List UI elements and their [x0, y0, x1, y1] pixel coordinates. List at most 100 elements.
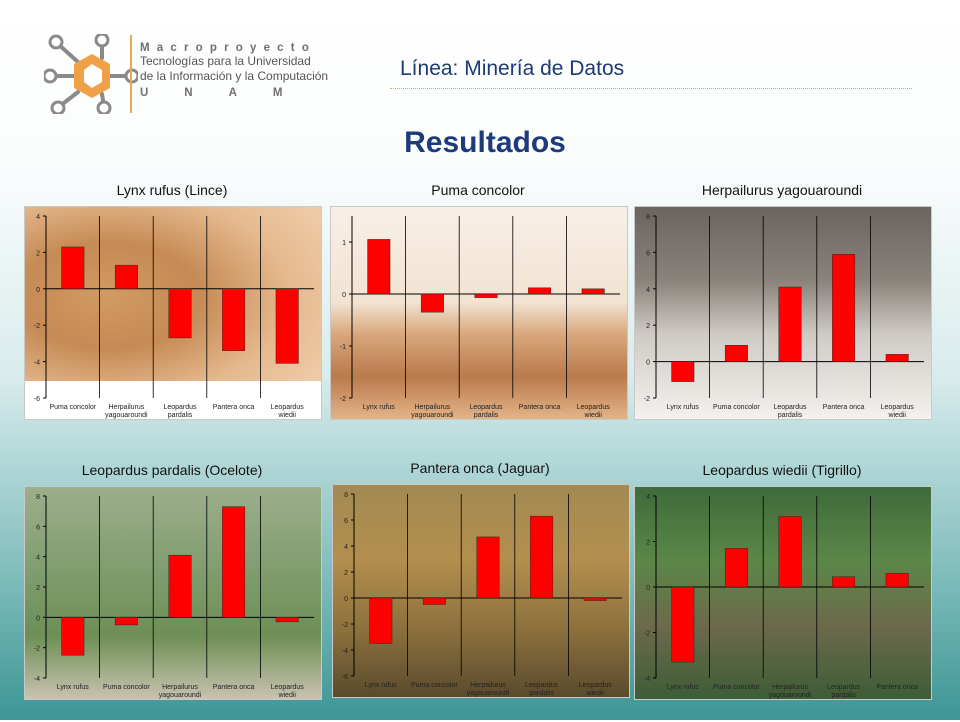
x-tick-label: Puma concolor	[103, 684, 150, 691]
x-tick-label: Lynx rufus	[667, 404, 700, 411]
y-tick-label: -4	[342, 648, 348, 655]
y-tick-label: 2	[344, 570, 348, 577]
bar-chart: 4 2 0 -2 -4 -6 Puma concolor Herpailurusyagouar…	[34, 214, 314, 419]
bar	[222, 506, 246, 618]
x-tick-label: wiedii	[583, 412, 602, 419]
y-tick-label: 6	[36, 524, 40, 531]
x-tick-label: Herpailurus	[415, 404, 451, 411]
x-tick-label: Herpailurus	[772, 684, 808, 691]
logo-line-1: Tecnologías para la Universidad	[140, 54, 311, 68]
y-tick-label: 2	[646, 323, 650, 330]
bar	[724, 345, 748, 362]
x-tick-label: yagouaroundi	[467, 690, 510, 697]
logo-line-2: de la Información y la Computación	[140, 69, 329, 83]
x-tick-label: wiedii	[277, 692, 296, 699]
bar	[168, 288, 192, 339]
page-title: Resultados	[404, 126, 566, 159]
x-tick-label: Pantera onca	[519, 404, 561, 411]
y-tick-label: -4	[644, 676, 650, 683]
y-tick-label: -6	[34, 396, 40, 403]
chart-panel-leopardus-wiedii: Leopardus wiedii (Tigrillo) 4 2 0 -2 -4 Lynx …	[634, 462, 932, 700]
bar	[583, 597, 607, 601]
x-tick-label: Lynx rufus	[667, 684, 700, 691]
x-tick-label: yagouaroundi	[159, 692, 202, 699]
x-tick-label: Puma concolor	[713, 684, 760, 691]
logo-divider	[130, 35, 132, 113]
chart-title: Pantera onca (Jaguar)	[410, 460, 550, 476]
y-tick-label: 4	[36, 214, 40, 221]
chart-title: Herpailurus yagouaroundi	[701, 182, 863, 198]
y-tick-label: 0	[342, 292, 346, 299]
y-tick-label: 4	[36, 555, 40, 562]
y-tick-label: 0	[36, 615, 40, 622]
chart-panel-leopardus-pardalis: Leopardus pardalis (Ocelote) 8 6 4 2 0 -2 -4 Ly…	[24, 462, 322, 700]
chart-panel-puma-concolor: Puma concolor 1 0 -1 -2 Lynx rufus Herpailuru…	[330, 182, 628, 420]
y-tick-label: 1	[342, 240, 346, 247]
bar	[369, 597, 393, 644]
y-tick-label: 8	[344, 492, 348, 499]
y-tick-label: -6	[342, 674, 348, 681]
bar	[528, 287, 552, 295]
bar	[474, 293, 498, 298]
x-tick-label: Puma concolor	[49, 404, 96, 411]
y-tick-label: 2	[646, 540, 650, 547]
y-tick-label: 0	[36, 287, 40, 294]
bar	[114, 264, 138, 289]
x-tick-label: Pantera onca	[823, 404, 865, 411]
y-tick-label: 8	[36, 494, 40, 501]
x-tick-label: Pantera onca	[213, 684, 255, 691]
bar	[61, 246, 85, 289]
y-tick-label: -2	[34, 323, 40, 330]
bar	[885, 354, 909, 362]
y-tick-label: -4	[34, 360, 40, 367]
bar	[832, 254, 856, 362]
bar	[222, 288, 246, 351]
y-tick-label: -2	[644, 631, 650, 638]
chart-title: Lynx rufus (Lince)	[116, 182, 228, 198]
x-tick-label: Leopardus	[827, 684, 861, 691]
logo-unam: UNAM	[140, 87, 319, 99]
bar	[724, 548, 748, 588]
x-tick-label: Leopardus	[469, 404, 503, 411]
y-tick-label: -1	[340, 344, 346, 351]
chart-panel-herpailurus-yagouaroundi: Herpailurus yagouaroundi 8 6 4 2 0 -2 Lynx ruf…	[634, 182, 932, 420]
x-tick-label: Herpailurus	[162, 684, 198, 691]
logo-text: Macroproyecto Tecnologías para la Univer…	[140, 42, 328, 99]
x-tick-label: Herpailurus	[470, 682, 506, 689]
x-tick-label: Pantera onca	[213, 404, 255, 411]
y-tick-label: 4	[344, 544, 348, 551]
x-tick-label: Leopardus	[271, 404, 305, 411]
bar-chart: 8 6 4 2 0 -2 -4 Lynx rufus Puma concolor Herpailu…	[34, 494, 314, 699]
linea-heading: Línea: Minería de Datos	[400, 57, 625, 80]
y-tick-label: -2	[340, 396, 346, 403]
bar	[275, 617, 299, 623]
x-tick-label: Lynx rufus	[363, 404, 396, 411]
y-tick-label: 4	[646, 494, 650, 501]
x-tick-label: Leopardus	[163, 404, 197, 411]
bar	[476, 536, 500, 599]
y-tick-label: -4	[34, 676, 40, 683]
bar-chart: 8 6 4 2 0 -2 -4 -6 Lynx rufus Puma concolor Herpai…	[342, 492, 622, 697]
y-tick-label: 2	[36, 250, 40, 257]
bar	[832, 576, 856, 588]
logo-brand: Macroproyecto	[140, 42, 317, 54]
y-tick-label: 0	[646, 585, 650, 592]
bar	[422, 597, 446, 605]
linea-divider	[390, 88, 912, 89]
bar	[581, 288, 605, 295]
y-tick-label: 0	[344, 596, 348, 603]
y-tick-label: 0	[646, 360, 650, 367]
x-tick-label: yagouaroundi	[769, 692, 812, 699]
bar	[530, 515, 554, 599]
y-tick-label: 2	[36, 585, 40, 592]
bar	[778, 516, 802, 588]
x-tick-label: Leopardus	[271, 684, 305, 691]
chart-title: Leopardus wiedii (Tigrillo)	[702, 462, 862, 478]
bar	[114, 617, 138, 626]
y-tick-label: 4	[646, 287, 650, 294]
y-tick-label: -2	[644, 396, 650, 403]
chart-panel-lynx-rufus: Lynx rufus (Lince) 4 2 0 -2 -4 -6 Puma concolo…	[24, 182, 322, 420]
x-tick-label: pardalis	[831, 692, 856, 699]
